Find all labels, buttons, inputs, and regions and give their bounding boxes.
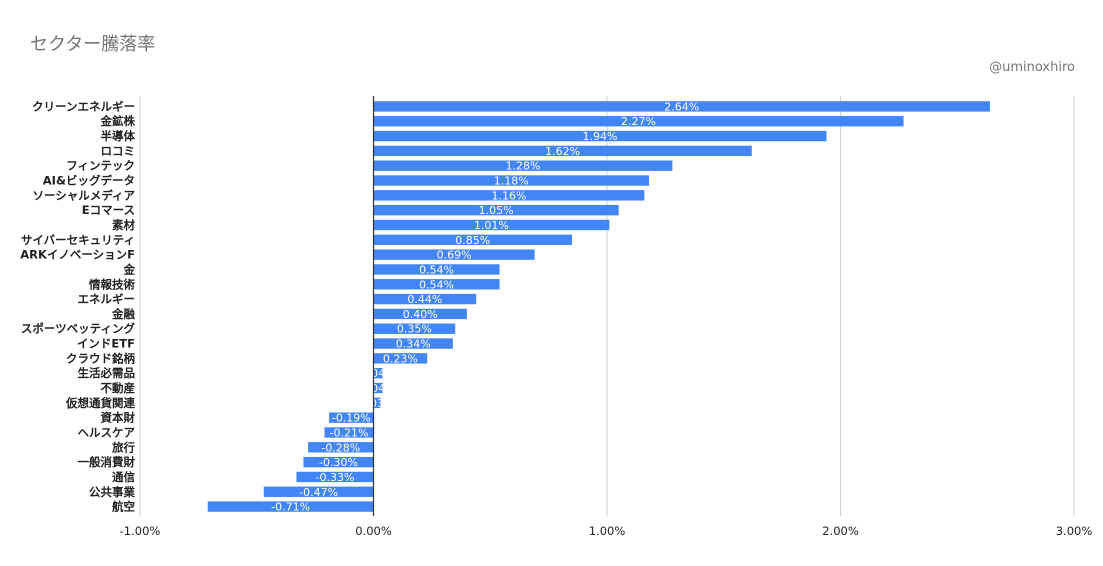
x-tick-label: 1.00% bbox=[589, 524, 626, 538]
bar bbox=[373, 338, 453, 349]
bar bbox=[263, 486, 374, 497]
data-label: 1.01% bbox=[474, 219, 509, 232]
category-label: クリーンエネルギー bbox=[32, 99, 135, 113]
bar bbox=[296, 471, 374, 483]
data-label: 0.69% bbox=[437, 249, 472, 262]
bar bbox=[373, 353, 428, 364]
data-label: 1.28% bbox=[505, 160, 540, 173]
data-label: 0.40% bbox=[403, 308, 438, 321]
x-tick-label: 3.00% bbox=[1056, 524, 1093, 538]
bar bbox=[207, 501, 374, 512]
category-label: スポーツベッティング bbox=[21, 322, 136, 336]
bar bbox=[373, 145, 752, 157]
data-label: -0.47% bbox=[299, 486, 338, 499]
bar bbox=[373, 175, 650, 186]
x-tick-label: 2.00% bbox=[822, 524, 859, 538]
category-label: ロコミ bbox=[101, 144, 136, 158]
x-tick-label: 0.00% bbox=[355, 524, 392, 538]
data-label: 0.04% bbox=[361, 367, 396, 380]
data-label: 2.27% bbox=[621, 115, 656, 128]
bar bbox=[373, 160, 673, 171]
category-label: クラウド銘柄 bbox=[66, 351, 135, 365]
category-label: 金 bbox=[123, 262, 136, 276]
category-label: 通信 bbox=[112, 470, 135, 484]
category-label: 資本財 bbox=[101, 411, 136, 425]
bar bbox=[329, 412, 374, 423]
category-label: 素材 bbox=[112, 218, 135, 232]
data-label: 0.54% bbox=[419, 263, 454, 276]
bar bbox=[373, 323, 456, 334]
category-label: 金鉱株 bbox=[100, 114, 136, 128]
data-label: -0.71% bbox=[271, 501, 310, 514]
data-label: -0.19% bbox=[332, 412, 371, 425]
credit-label: @uminoxhiro bbox=[989, 60, 1075, 75]
bar bbox=[373, 116, 904, 127]
bar bbox=[373, 101, 990, 112]
data-label: -0.21% bbox=[330, 426, 369, 439]
bar bbox=[373, 382, 383, 394]
category-label: 半導体 bbox=[101, 129, 136, 143]
bar bbox=[373, 293, 477, 305]
data-label: 0.54% bbox=[419, 278, 454, 291]
category-label: AI&ビッグデータ bbox=[43, 174, 135, 188]
category-label: 金融 bbox=[111, 307, 135, 321]
chart-title: セクター騰落率 bbox=[30, 34, 156, 55]
category-label: 公共事業 bbox=[89, 485, 135, 499]
bar bbox=[373, 279, 500, 290]
category-label: Eコマース bbox=[82, 203, 135, 217]
bar bbox=[373, 234, 572, 245]
bar bbox=[373, 308, 467, 320]
category-label: ソーシャルメディア bbox=[33, 188, 136, 202]
category-label: エネルギー bbox=[78, 292, 136, 306]
category-label: 情報技術 bbox=[88, 277, 135, 291]
bar bbox=[373, 219, 610, 231]
x-tick-label: -1.00% bbox=[120, 524, 161, 538]
category-label: 不動産 bbox=[101, 381, 136, 395]
bar bbox=[303, 456, 374, 468]
category-label: 仮想通貨関連 bbox=[65, 396, 135, 410]
category-label: フィンテック bbox=[66, 159, 135, 173]
category-label: インドETF bbox=[77, 337, 135, 351]
bar bbox=[373, 397, 381, 409]
data-label: 0.44% bbox=[407, 293, 442, 306]
bar bbox=[308, 442, 374, 453]
data-label: 1.05% bbox=[479, 204, 514, 217]
data-label: -0.33% bbox=[316, 471, 355, 484]
data-label: 0.23% bbox=[383, 352, 418, 365]
data-label: 0.34% bbox=[396, 338, 431, 351]
category-label: 旅行 bbox=[112, 440, 135, 454]
data-label: 0.03% bbox=[360, 397, 395, 410]
bar bbox=[324, 427, 374, 438]
data-label: 1.62% bbox=[545, 145, 580, 158]
bar bbox=[373, 190, 645, 201]
data-label: -0.28% bbox=[321, 441, 360, 454]
bar bbox=[373, 368, 383, 379]
category-label: サイバーセキュリティ bbox=[21, 233, 135, 247]
bar bbox=[373, 130, 827, 142]
category-label: 一般消費財 bbox=[78, 455, 136, 469]
data-label: 0.85% bbox=[455, 234, 490, 247]
data-label: 1.94% bbox=[583, 130, 618, 143]
category-label: ヘルスケア bbox=[78, 425, 136, 439]
category-label: 生活必需品 bbox=[78, 366, 136, 380]
bar bbox=[373, 204, 619, 216]
category-label: ARKイノベーションF bbox=[20, 248, 135, 262]
data-label: -0.30% bbox=[319, 456, 358, 469]
data-label: 2.64% bbox=[664, 100, 699, 113]
category-label: 航空 bbox=[112, 500, 135, 514]
bar bbox=[373, 264, 500, 275]
bar bbox=[373, 249, 535, 260]
data-label: 1.18% bbox=[494, 175, 529, 188]
data-label: 0.35% bbox=[397, 323, 432, 336]
data-label: 1.16% bbox=[491, 189, 526, 202]
data-label: 0.04% bbox=[361, 382, 396, 395]
